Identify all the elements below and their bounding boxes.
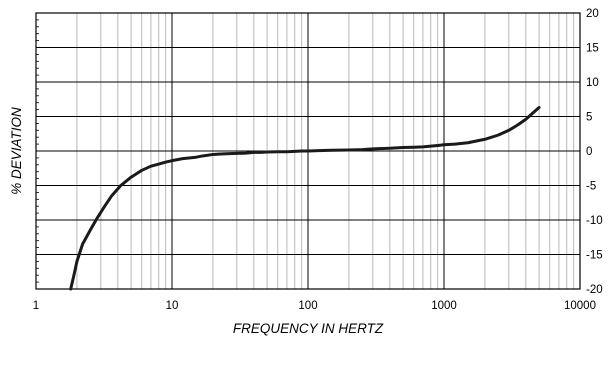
y-tick-label: 20: [586, 8, 599, 20]
series-group: [69, 106, 541, 291]
x-tick-label: 10000: [564, 300, 596, 312]
y-tick-label: 15: [586, 43, 599, 55]
y-tick-labels: 20 15 10 5 0 -5 -10 -15 -20: [586, 8, 603, 296]
grid-lines: [36, 13, 580, 289]
x-axis-title: FREQUENCY IN HERTZ: [233, 321, 384, 336]
x-tick-label: 1000: [431, 300, 457, 312]
y-tick-label: -5: [586, 181, 596, 193]
x-tick-labels: 1 10 100 1000 10000: [33, 300, 596, 312]
y-axis-title: % DEVIATION: [9, 107, 24, 195]
y-tick-label: -15: [586, 250, 603, 262]
y-tick-label: -10: [586, 215, 603, 227]
x-tick-label: 100: [298, 300, 317, 312]
y-tick-label: 5: [586, 112, 592, 124]
deviation-series-line: [69, 106, 541, 291]
y-tick-label: -20: [586, 284, 603, 296]
y-tick-label: 0: [586, 146, 592, 158]
plot-frame: [35, 12, 581, 290]
y-tick-label: 10: [586, 77, 599, 89]
x-tick-label: 1: [33, 300, 39, 312]
x-tick-label: 10: [166, 300, 179, 312]
